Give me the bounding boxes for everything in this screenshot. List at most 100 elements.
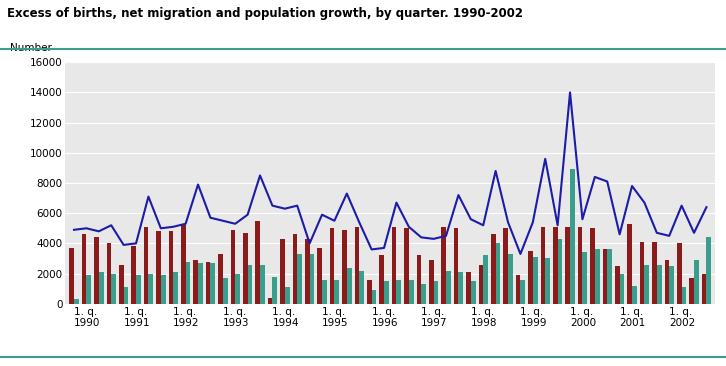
Bar: [69, 248, 74, 304]
Bar: [156, 231, 161, 304]
Bar: [74, 299, 78, 304]
Text: Excess of births, net migration and population growth, by quarter. 1990-2002: Excess of births, net migration and popu…: [7, 7, 523, 20]
Bar: [354, 227, 359, 304]
Bar: [590, 228, 595, 304]
Bar: [396, 280, 401, 304]
Bar: [677, 243, 682, 304]
Bar: [161, 275, 166, 304]
Bar: [409, 280, 414, 304]
Bar: [119, 265, 123, 304]
Bar: [317, 248, 322, 304]
Bar: [669, 266, 674, 304]
Bar: [342, 230, 347, 304]
Bar: [491, 234, 496, 304]
Bar: [285, 287, 290, 304]
Bar: [379, 255, 384, 304]
Bar: [330, 228, 335, 304]
Bar: [503, 228, 508, 304]
Bar: [347, 268, 351, 304]
Bar: [433, 281, 439, 304]
Bar: [652, 242, 657, 304]
Bar: [533, 257, 537, 304]
Bar: [521, 280, 525, 304]
Bar: [248, 265, 253, 304]
Bar: [446, 270, 451, 304]
Bar: [619, 274, 624, 304]
Bar: [702, 274, 706, 304]
Bar: [607, 250, 612, 304]
Bar: [627, 224, 632, 304]
Bar: [454, 228, 458, 304]
Bar: [107, 243, 111, 304]
Bar: [367, 280, 372, 304]
Bar: [309, 254, 314, 304]
Bar: [478, 265, 484, 304]
Bar: [528, 251, 533, 304]
Bar: [421, 284, 426, 304]
Bar: [136, 275, 141, 304]
Bar: [297, 254, 302, 304]
Bar: [645, 265, 649, 304]
Bar: [168, 231, 174, 304]
Bar: [231, 230, 235, 304]
Bar: [541, 227, 545, 304]
Bar: [603, 250, 607, 304]
Bar: [372, 290, 376, 304]
Bar: [293, 234, 297, 304]
Bar: [305, 239, 309, 304]
Bar: [205, 261, 211, 304]
Bar: [570, 169, 575, 304]
Bar: [429, 260, 433, 304]
Bar: [86, 275, 91, 304]
Bar: [553, 227, 558, 304]
Bar: [417, 255, 421, 304]
Bar: [198, 263, 203, 304]
Bar: [181, 225, 186, 304]
Bar: [235, 274, 240, 304]
Bar: [384, 281, 388, 304]
Bar: [578, 227, 582, 304]
Bar: [582, 253, 587, 304]
Bar: [471, 281, 476, 304]
Bar: [706, 238, 711, 304]
Bar: [458, 272, 463, 304]
Bar: [466, 272, 471, 304]
Bar: [131, 246, 136, 304]
Bar: [558, 239, 563, 304]
Text: Number: Number: [10, 42, 52, 53]
Bar: [280, 239, 285, 304]
Bar: [223, 278, 227, 304]
Bar: [82, 234, 86, 304]
Bar: [218, 254, 223, 304]
Bar: [404, 228, 409, 304]
Bar: [94, 238, 99, 304]
Bar: [566, 227, 570, 304]
Bar: [515, 275, 521, 304]
Bar: [322, 280, 327, 304]
Bar: [99, 272, 104, 304]
Bar: [111, 274, 116, 304]
Bar: [392, 227, 396, 304]
Bar: [496, 243, 500, 304]
Bar: [174, 272, 178, 304]
Bar: [508, 254, 513, 304]
Bar: [335, 280, 339, 304]
Bar: [359, 270, 364, 304]
Bar: [260, 265, 265, 304]
Bar: [256, 221, 260, 304]
Bar: [186, 261, 190, 304]
Bar: [193, 260, 198, 304]
Bar: [123, 287, 129, 304]
Bar: [615, 266, 619, 304]
Bar: [694, 260, 698, 304]
Bar: [664, 260, 669, 304]
Bar: [689, 278, 694, 304]
Bar: [441, 227, 446, 304]
Bar: [272, 277, 277, 304]
Bar: [682, 287, 686, 304]
Bar: [268, 298, 272, 304]
Bar: [595, 250, 600, 304]
Bar: [243, 233, 248, 304]
Bar: [545, 258, 550, 304]
Bar: [148, 274, 153, 304]
